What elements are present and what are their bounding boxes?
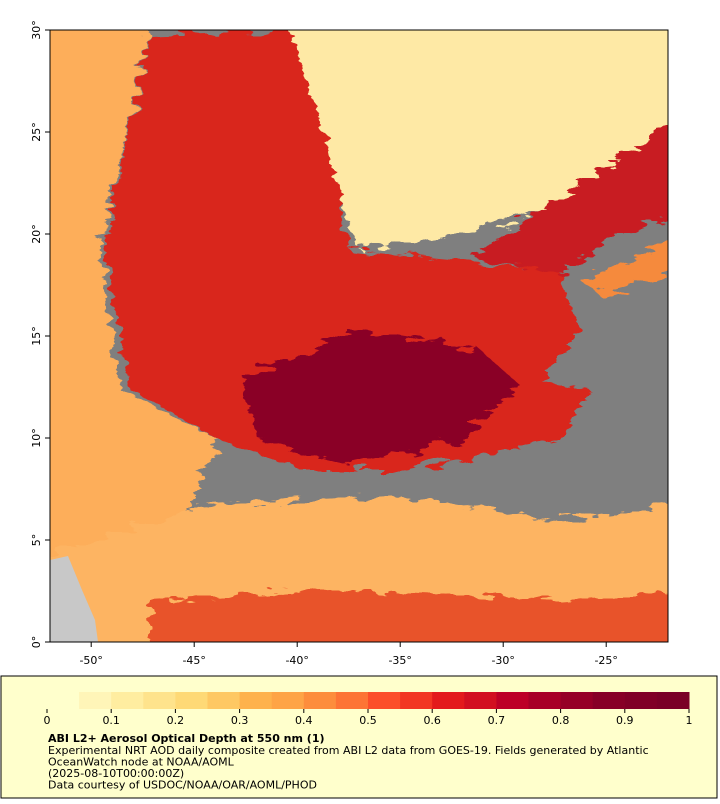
colorbar-segment (239, 692, 273, 709)
axes: -50° -45° -40° -35° -30° -25° 0° 5° 10° 15° 20° 25°… (30, 20, 618, 667)
colorbar-tick-label: 0 (44, 714, 51, 727)
y-tick-label: 10° (30, 428, 43, 448)
x-tick-label: -40° (285, 654, 308, 667)
colorbar-tick-label: 0.1 (102, 714, 120, 727)
x-tick-label: -35° (388, 654, 411, 667)
caption: Experimental NRT AOD daily composite cre… (48, 744, 649, 792)
caption-line: (2025-08-10T00:00:00Z) (48, 767, 184, 780)
colorbar-segment (79, 692, 112, 709)
colorbar-segment (560, 692, 594, 709)
x-tick-label: -50° (79, 654, 102, 667)
moderate-aod (580, 244, 668, 295)
x-tick-label: -30° (491, 654, 514, 667)
colorbar-segment (432, 692, 465, 709)
map-image (50, 30, 668, 642)
y-tick-label: 5° (30, 534, 43, 547)
colorbar-segment (624, 692, 658, 709)
colorbar-segment (400, 692, 433, 709)
colorbar-tick-label: 0.3 (231, 714, 249, 727)
colorbar-tick-label: 0.8 (552, 714, 570, 727)
colorbar-segment (528, 692, 562, 709)
colorbar-segment (175, 692, 208, 709)
colorbar-segment (207, 692, 241, 709)
moderate-aod (50, 30, 220, 560)
caption-title: ABI L2+ Aerosol Optical Depth at 550 nm … (48, 732, 325, 745)
caption-line: OceanWatch node at NOAA/AOML (48, 756, 235, 769)
caption-line: Experimental NRT AOD daily composite cre… (48, 744, 649, 757)
y-tick-label: 25° (30, 122, 43, 142)
colorbar-tick-label: 0.2 (167, 714, 185, 727)
high-aod (150, 590, 668, 642)
x-tick-label: -45° (182, 654, 205, 667)
colorbar-segment (592, 692, 626, 709)
colorbar-tick-label: 0.6 (423, 714, 441, 727)
colorbar-segment (496, 692, 529, 709)
very-high-aod (240, 330, 520, 465)
colorbar-segment (335, 692, 369, 709)
colorbar-segment (368, 692, 401, 709)
colorbar-segment (656, 692, 690, 709)
colorbar: 0 0.1 0.2 0.3 0.4 0.5 0.6 0.7 0.8 0.9 1 (44, 692, 693, 727)
colorbar-tick-label: 0.4 (295, 714, 313, 727)
colorbar-segment (143, 692, 176, 709)
x-tick-label: -25° (594, 654, 617, 667)
y-tick-label: 15° (30, 326, 43, 346)
colorbar-tick-label: 1 (686, 714, 693, 727)
colorbar-segment (271, 692, 305, 709)
y-tick-label: 30° (30, 20, 43, 40)
colorbar-segment (464, 692, 497, 709)
high-aod (470, 127, 668, 275)
caption-line: Data courtesy of USDOC/NOAA/OAR/AOML/PHO… (48, 779, 317, 792)
y-tick-label: 0° (30, 636, 43, 649)
land (50, 556, 98, 642)
colorbar-segment (111, 692, 144, 709)
colorbar-tick-label: 0.5 (359, 714, 377, 727)
colorbar-tick-label: 0.7 (488, 714, 506, 727)
y-tick-label: 20° (30, 224, 43, 244)
colorbar-segment (47, 692, 80, 709)
colorbar-segment (303, 692, 337, 709)
colorbar-tick-label: 0.9 (616, 714, 634, 727)
